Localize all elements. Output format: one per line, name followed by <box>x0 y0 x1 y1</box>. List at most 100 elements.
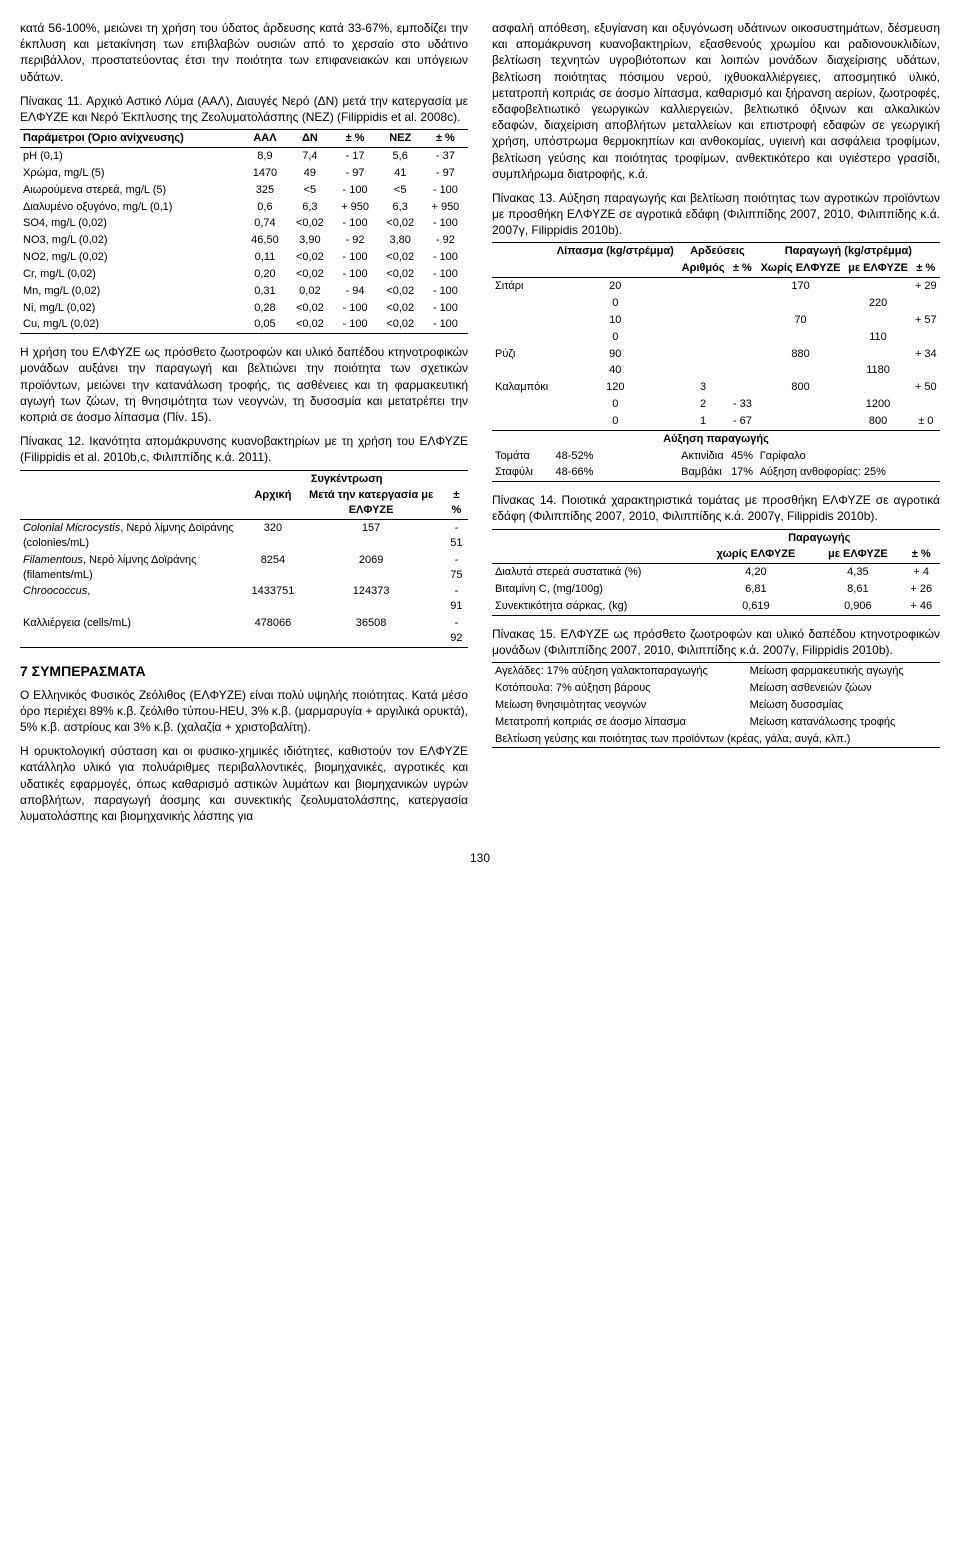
table-cell: + 26 <box>902 581 940 598</box>
table-cell: 800 <box>757 379 845 396</box>
table-cell: <0,02 <box>287 266 332 283</box>
table-cell: 325 <box>243 182 288 199</box>
table-cell <box>757 329 845 346</box>
table-cell: 41 <box>378 165 423 182</box>
t11-h0: Παράμετροι (Όριο ανίχνευσης) <box>20 130 243 148</box>
table-cell: + 46 <box>902 598 940 615</box>
table-cell <box>728 295 757 312</box>
table-cell: - 100 <box>423 316 468 333</box>
table-cell: 2069 <box>297 552 445 584</box>
table-cell <box>912 362 940 379</box>
table-cell: - 92 <box>332 232 377 249</box>
table-15-caption: Πίνακας 15. ΕΛΦΥΖΕ ως πρόσθετο ζωοτροφών… <box>492 626 940 658</box>
table-cell <box>728 278 757 295</box>
table-11: Παράμετροι (Όριο ανίχνευσης) ΑΑΛ ΔΝ ± % … <box>20 129 468 334</box>
table-cell: Filamentous, Νερό λίμνης Δοϊράνης (filam… <box>20 552 249 584</box>
table-cell: 320 <box>249 520 298 552</box>
table-cell: NO2, mg/L (0,02) <box>20 249 243 266</box>
table-cell: 17% <box>728 464 757 481</box>
table-cell: 20 <box>553 278 679 295</box>
table-cell: 0 <box>553 295 679 312</box>
table-cell: 10 <box>553 312 679 329</box>
table-cell: - 100 <box>423 283 468 300</box>
table-cell: 110 <box>844 329 911 346</box>
table-cell <box>844 379 911 396</box>
table-cell: 0 <box>553 329 679 346</box>
table-13: Λίπασμα (kg/στρέμμα) Αρδεύσεις Παραγωγή … <box>492 242 940 482</box>
table-cell: Cu, mg/L (0,02) <box>20 316 243 333</box>
table-cell: 800 <box>844 413 911 430</box>
t11-h3: ± % <box>332 130 377 148</box>
table-cell: 8,61 <box>813 581 902 598</box>
table-cell: 45% <box>728 448 757 465</box>
table-cell <box>912 396 940 413</box>
table-cell: - 33 <box>728 396 757 413</box>
table-cell: - 92 <box>445 615 468 647</box>
table-cell: Αύξηση ανθοφορίας: 25% <box>757 464 940 481</box>
table-crop-cell: Ρύζι <box>492 346 553 380</box>
table-cell: Κοτόπουλα: 7% αύξηση βάρους <box>492 680 747 697</box>
table-cell: - 100 <box>332 215 377 232</box>
t12-h1: Αρχική <box>249 487 298 519</box>
table-cell: SO4, mg/L (0,02) <box>20 215 243 232</box>
table-cell: Διαλυτά στερεά συστατικά (%) <box>492 564 698 581</box>
table-cell: Colonial Microcystis, Νερό λίμνης Δοϊράν… <box>20 520 249 552</box>
table-cell: - 100 <box>332 182 377 199</box>
table-cell: ± 0 <box>912 413 940 430</box>
table-cell <box>912 329 940 346</box>
table-cell: Μετατροπή κοπριάς σε άοσμο λίπασμα <box>492 714 747 731</box>
t14-h2: με ΕΛΦΥΖΕ <box>813 546 902 563</box>
table-cell: <0,02 <box>287 300 332 317</box>
table-cell <box>912 295 940 312</box>
full-para-2: Η ορυκτολογική σύσταση και οι φυσικο-χημ… <box>20 743 468 824</box>
table-cell: Μείωση ασθενειών ζώων <box>747 680 933 697</box>
t11-h1: ΑΑΛ <box>243 130 288 148</box>
table-cell: 0,28 <box>243 300 288 317</box>
table-cell: 3 <box>678 379 728 396</box>
table-cell: 0,20 <box>243 266 288 283</box>
t13-h3: ± % <box>728 260 757 277</box>
table-cell: <0,02 <box>378 283 423 300</box>
table-cell: 0,05 <box>243 316 288 333</box>
table-cell: - 92 <box>423 232 468 249</box>
t11-h5: ± % <box>423 130 468 148</box>
table-cell: NO3, mg/L (0,02) <box>20 232 243 249</box>
table-cell: 49 <box>287 165 332 182</box>
table-cell: 90 <box>553 346 679 363</box>
table-cell: Βαμβάκι <box>678 464 728 481</box>
table-cell: 1200 <box>844 396 911 413</box>
table-cell: 4,35 <box>813 564 902 581</box>
table-cell: 1 <box>678 413 728 430</box>
table-cell: 124373 <box>297 583 445 615</box>
t13-h2: Αριθμός <box>678 260 728 277</box>
table-11-caption: Πίνακας 11. Αρχικό Αστικό Λύμα (ΑΑΛ), Δι… <box>20 93 468 125</box>
table-cell: 170 <box>757 278 845 295</box>
t13-ht2: Αρδεύσεις <box>678 243 757 260</box>
table-cell <box>728 329 757 346</box>
table-cell <box>844 312 911 329</box>
t13-h0 <box>492 260 553 277</box>
table-cell: Σταφύλι <box>492 464 553 481</box>
t13-aux-head: Αύξηση παραγωγής <box>492 430 940 447</box>
table-cell: <0,02 <box>287 249 332 266</box>
right-para-1: ασφαλή απόθεση, εξυγίανση και οξυγόνωση … <box>492 20 940 182</box>
table-cell: Cr, mg/L (0,02) <box>20 266 243 283</box>
table-cell: 0 <box>553 396 679 413</box>
table-cell: 120 <box>553 379 679 396</box>
t12-h0 <box>20 487 249 519</box>
table-cell <box>933 731 940 748</box>
t13-ht0 <box>492 243 553 260</box>
table-cell: - 100 <box>423 300 468 317</box>
table-cell: 0,619 <box>698 598 813 615</box>
table-cell: <0,02 <box>378 316 423 333</box>
table-13-caption: Πίνακας 13. Αύξηση παραγωγής και βελτίωσ… <box>492 190 940 239</box>
table-cell: + 34 <box>912 346 940 363</box>
table-cell <box>728 379 757 396</box>
table-cell: + 57 <box>912 312 940 329</box>
table-cell: <5 <box>378 182 423 199</box>
table-cell: Αιωρούμενα στερεά, mg/L (5) <box>20 182 243 199</box>
table-cell: <5 <box>287 182 332 199</box>
left-column: κατά 56-100%, μειώνει τη χρήση του ύδατο… <box>20 20 468 832</box>
table-cell: <0,02 <box>287 215 332 232</box>
table-cell: 48-66% <box>553 464 679 481</box>
